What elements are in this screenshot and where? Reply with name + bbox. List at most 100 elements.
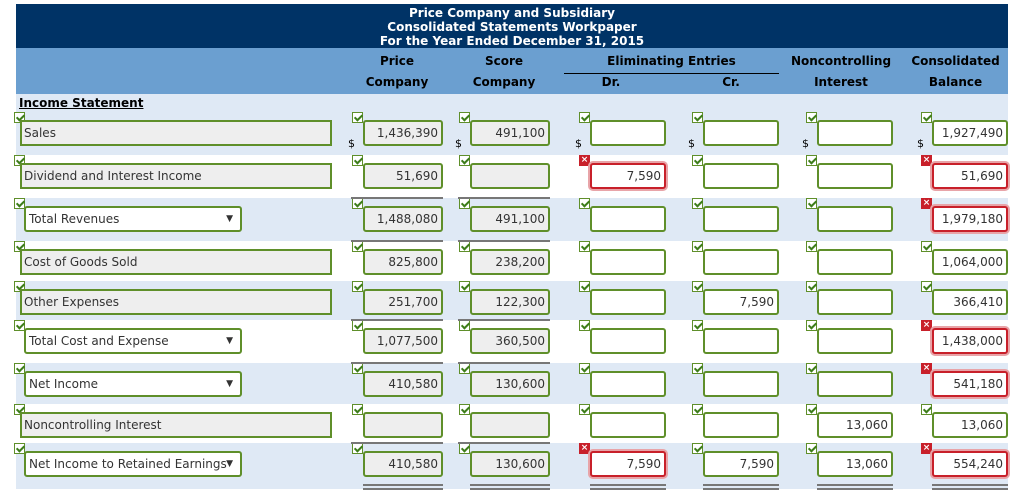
account-label[interactable]: Dividend and Interest Income (20, 163, 332, 189)
cell-nci[interactable] (817, 289, 893, 315)
column-header-band (16, 48, 1008, 94)
account-label[interactable]: Noncontrolling Interest (20, 412, 332, 438)
cell-nci[interactable]: 13,060 (817, 451, 893, 477)
total-double-rule (703, 484, 779, 486)
header-nci-2: Interest (814, 75, 868, 89)
cell-nci[interactable]: 13,060 (817, 412, 893, 438)
correct-icon (806, 404, 817, 415)
cell-cons[interactable]: 13,060 (932, 412, 1008, 438)
correct-icon (352, 320, 363, 331)
cell-cr[interactable]: 7,590 (703, 451, 779, 477)
cell-price[interactable]: 1,488,080 (363, 206, 443, 232)
correct-icon (459, 112, 470, 123)
cell-dr[interactable]: 7,590 (590, 451, 666, 477)
currency-symbol: $ (802, 137, 809, 150)
cell-cr[interactable] (703, 371, 779, 397)
cell-score[interactable] (470, 412, 550, 438)
cell-cons[interactable]: 1,979,180 (932, 206, 1008, 232)
account-dropdown[interactable]: Net Income to Retained Earnings ▼ (24, 451, 242, 477)
cell-cr[interactable] (703, 249, 779, 275)
account-dropdown[interactable]: Total Cost and Expense ▼ (24, 328, 242, 354)
header-score-1: Score (484, 54, 524, 68)
total-double-rule (932, 484, 1008, 486)
account-label-text: Sales (24, 126, 56, 140)
section-row (16, 94, 1008, 112)
cell-dr[interactable] (590, 289, 666, 315)
correct-icon (459, 443, 470, 454)
header-credit: Cr. (722, 75, 740, 89)
account-label-text: Dividend and Interest Income (24, 169, 202, 183)
account-label[interactable]: Cost of Goods Sold (20, 249, 332, 275)
cell-dr[interactable] (590, 371, 666, 397)
cell-cons[interactable]: 554,240 (932, 451, 1008, 477)
cell-price[interactable]: 51,690 (363, 163, 443, 189)
incorrect-icon: × (921, 363, 932, 374)
cell-price[interactable]: 251,700 (363, 289, 443, 315)
total-double-rule (817, 484, 893, 486)
cell-cr[interactable] (703, 328, 779, 354)
cell-price[interactable]: 1,436,390 (363, 120, 443, 146)
cell-price[interactable]: 410,580 (363, 451, 443, 477)
account-dropdown[interactable]: Total Revenues ▼ (24, 206, 242, 232)
cell-score[interactable]: 491,100 (470, 206, 550, 232)
cell-cons[interactable]: 541,180 (932, 371, 1008, 397)
cell-score[interactable]: 491,100 (470, 120, 550, 146)
cell-score[interactable] (470, 163, 550, 189)
cell-nci[interactable] (817, 163, 893, 189)
correct-icon (806, 363, 817, 374)
cell-nci[interactable] (817, 328, 893, 354)
cell-score[interactable]: 360,500 (470, 328, 550, 354)
header-debit: Dr. (601, 75, 621, 89)
cell-cons[interactable]: 1,438,000 (932, 328, 1008, 354)
label-check-icon (14, 241, 25, 252)
cell-cons[interactable]: 1,927,490 (932, 120, 1008, 146)
cell-dr[interactable] (590, 120, 666, 146)
cell-cons[interactable]: 1,064,000 (932, 249, 1008, 275)
account-label[interactable]: Sales (20, 120, 332, 146)
cell-dr[interactable] (590, 412, 666, 438)
cell-dr[interactable] (590, 328, 666, 354)
subtotal-rule (351, 362, 443, 364)
label-check-icon (14, 320, 25, 331)
correct-icon (579, 112, 590, 123)
cell-cons[interactable]: 51,690 (932, 163, 1008, 189)
cell-cr[interactable]: 7,590 (703, 289, 779, 315)
cell-cons[interactable]: 366,410 (932, 289, 1008, 315)
incorrect-icon: × (921, 198, 932, 209)
label-check-icon (14, 443, 25, 454)
cell-cr[interactable] (703, 163, 779, 189)
cell-cr[interactable] (703, 120, 779, 146)
cell-dr[interactable] (590, 206, 666, 232)
cell-score[interactable]: 130,600 (470, 451, 550, 477)
cell-price[interactable]: 825,800 (363, 249, 443, 275)
correct-icon (352, 155, 363, 166)
title-line-3: For the Year Ended December 31, 2015 (379, 34, 645, 48)
cell-cr[interactable] (703, 206, 779, 232)
cell-cr[interactable] (703, 412, 779, 438)
correct-icon (459, 363, 470, 374)
cell-score[interactable]: 238,200 (470, 249, 550, 275)
correct-icon (352, 241, 363, 252)
cell-score[interactable]: 130,600 (470, 371, 550, 397)
cell-nci[interactable] (817, 249, 893, 275)
header-eliminating-entries: Eliminating Entries (607, 54, 736, 68)
account-dropdown[interactable]: Net Income ▼ (24, 371, 242, 397)
account-label[interactable]: Other Expenses (20, 289, 332, 315)
total-double-rule (590, 488, 666, 490)
cell-nci[interactable] (817, 120, 893, 146)
cell-nci[interactable] (817, 206, 893, 232)
correct-icon (579, 363, 590, 374)
cell-nci[interactable] (817, 371, 893, 397)
correct-icon (806, 241, 817, 252)
account-label-text: Net Income (29, 377, 99, 391)
cell-price[interactable]: 1,077,500 (363, 328, 443, 354)
incorrect-icon: × (921, 155, 932, 166)
correct-icon (459, 404, 470, 415)
correct-icon (921, 112, 932, 123)
cell-dr[interactable]: 7,590 (590, 163, 666, 189)
cell-price[interactable]: 410,580 (363, 371, 443, 397)
header-consolidated-1: Consolidated (911, 54, 1000, 68)
cell-score[interactable]: 122,300 (470, 289, 550, 315)
cell-price[interactable] (363, 412, 443, 438)
cell-dr[interactable] (590, 249, 666, 275)
